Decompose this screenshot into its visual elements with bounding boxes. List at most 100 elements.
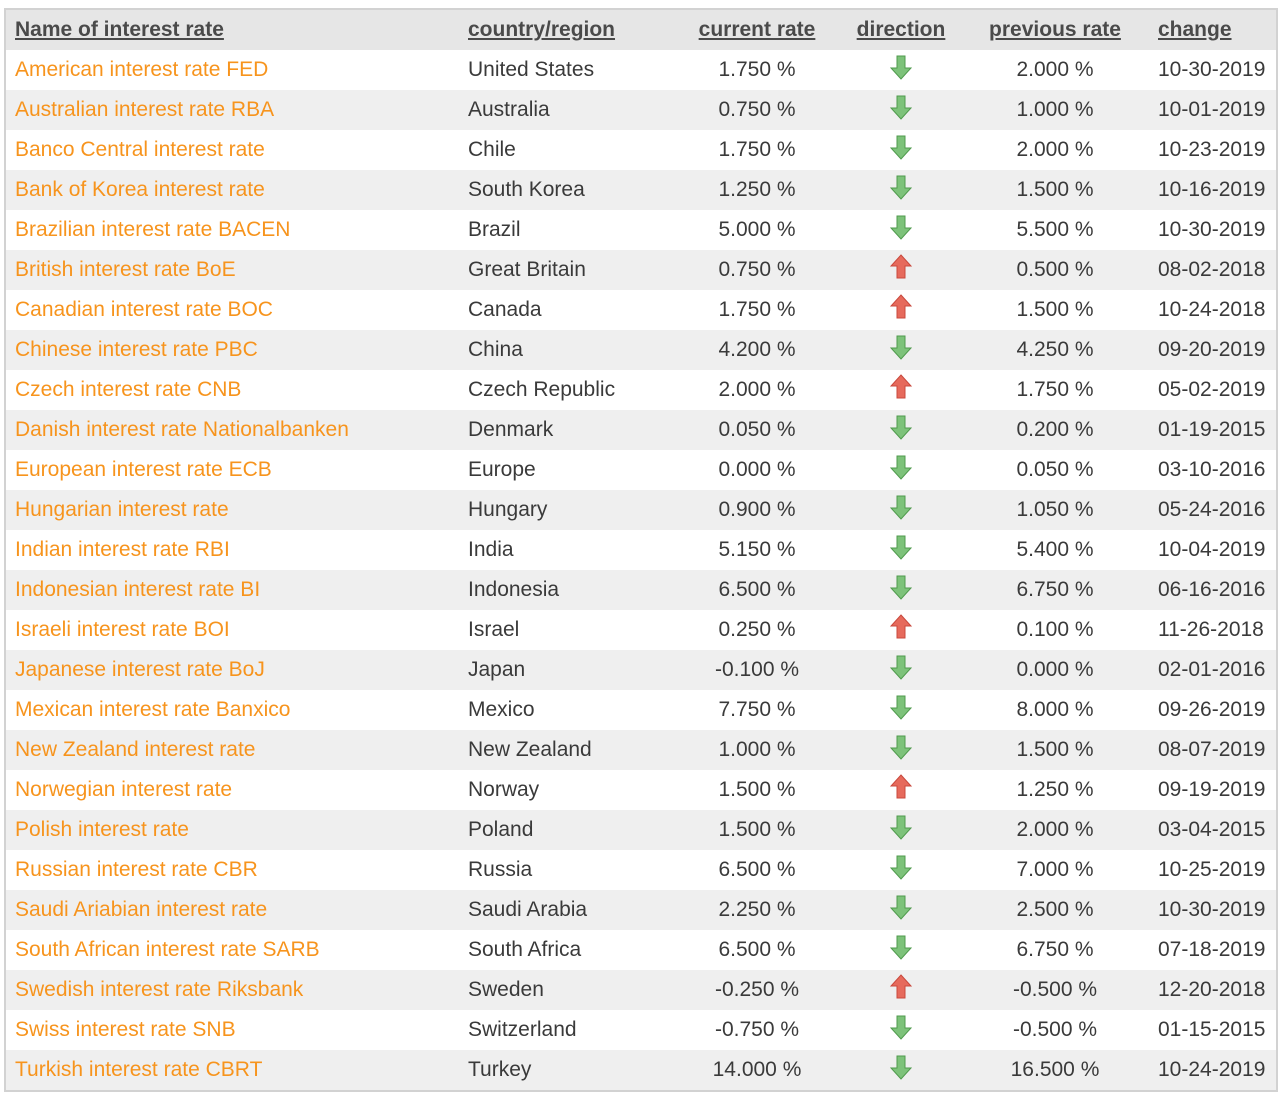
current-rate-cell: 5.000 % — [718, 218, 796, 241]
table-row: Brazilian interest rate BACEN Brazil 5.000… — [6, 210, 1276, 250]
table-row: Danish interest rate Nationalbanken Denma… — [6, 410, 1276, 450]
rate-name-link[interactable]: Swiss interest rate SNB — [15, 1018, 236, 1041]
sort-by-direction-header[interactable]: direction — [856, 18, 946, 41]
current-rate-cell: 6.500 % — [718, 858, 796, 881]
rate-name-cell: Bank of Korea interest rate — [6, 170, 459, 210]
previous-rate-cell: -0.500 % — [1012, 1018, 1098, 1041]
change-date-cell: 10-23-2019 — [1158, 138, 1266, 161]
previous-rate-cell: 4.250 % — [1016, 338, 1094, 361]
current-rate-cell: 0.750 % — [718, 258, 796, 281]
change-date-cell: 01-15-2015 — [1158, 1018, 1266, 1041]
change-date-cell: 05-24-2016 — [1158, 498, 1266, 521]
rate-name-cell: Indian interest rate RBI — [6, 530, 459, 570]
rate-name-link[interactable]: Chinese interest rate PBC — [15, 338, 258, 361]
change-date-cell: 05-02-2019 — [1158, 378, 1266, 401]
change-date-cell: 10-25-2019 — [1158, 858, 1266, 881]
arrow-down-icon — [889, 454, 913, 486]
rate-name-link[interactable]: Turkish interest rate CBRT — [15, 1058, 263, 1081]
country-cell: South Africa — [468, 938, 582, 961]
rate-name-cell: Brazilian interest rate BACEN — [6, 210, 459, 250]
country-cell: China — [468, 338, 523, 361]
country-cell: Switzerland — [468, 1018, 577, 1041]
change-date-cell: 02-01-2016 — [1158, 658, 1266, 681]
table-row: British interest rate BoE Great Britain 0.… — [6, 250, 1276, 290]
rate-name-link[interactable]: Mexican interest rate Banxico — [15, 698, 291, 721]
previous-rate-cell: 6.750 % — [1016, 938, 1094, 961]
rate-name-link[interactable]: Japanese interest rate BoJ — [15, 658, 265, 681]
current-rate-cell: 1.500 % — [718, 818, 796, 841]
direction-cell — [840, 530, 962, 570]
rate-name-link[interactable]: British interest rate BoE — [15, 258, 236, 281]
direction-cell — [840, 930, 962, 970]
table-row: European interest rate ECB Europe 0.000 % 0… — [6, 450, 1276, 490]
current-rate-cell: 6.500 % — [718, 578, 796, 601]
rate-name-link[interactable]: South African interest rate SARB — [15, 938, 320, 961]
current-rate-cell: 1.750 % — [718, 58, 796, 81]
rate-name-link[interactable]: Hungarian interest rate — [15, 498, 229, 521]
rate-name-cell: European interest rate ECB — [6, 450, 459, 490]
current-rate-cell: 1.000 % — [718, 738, 796, 761]
current-rate-cell: -0.750 % — [714, 1018, 800, 1041]
rate-name-link[interactable]: Brazilian interest rate BACEN — [15, 218, 291, 241]
rate-name-link[interactable]: Saudi Ariabian interest rate — [15, 898, 268, 921]
current-rate-cell: 5.150 % — [718, 538, 796, 561]
current-rate-cell: 7.750 % — [718, 698, 796, 721]
change-date-cell: 08-07-2019 — [1158, 738, 1266, 761]
rate-name-link[interactable]: New Zealand interest rate — [15, 738, 256, 761]
arrow-down-icon — [889, 1054, 913, 1086]
arrow-down-icon — [889, 94, 913, 126]
rate-name-link[interactable]: Bank of Korea interest rate — [15, 178, 265, 201]
sort-by-previous-rate-header[interactable]: previous rate — [989, 18, 1121, 41]
rate-name-link[interactable]: Australian interest rate RBA — [15, 98, 275, 121]
arrow-down-icon — [889, 574, 913, 606]
rate-name-cell: New Zealand interest rate — [6, 730, 459, 770]
current-rate-cell: 1.500 % — [718, 778, 796, 801]
rate-name-cell: Hungarian interest rate — [6, 490, 459, 530]
rate-name-link[interactable]: Norwegian interest rate — [15, 778, 233, 801]
arrow-down-icon — [889, 54, 913, 86]
previous-rate-cell: 1.000 % — [1016, 98, 1094, 121]
country-cell: Hungary — [468, 498, 548, 521]
rate-name-link[interactable]: Polish interest rate — [15, 818, 189, 841]
rate-name-link[interactable]: Canadian interest rate BOC — [15, 298, 273, 321]
rate-name-link[interactable]: Banco Central interest rate — [15, 138, 265, 161]
arrow-down-icon — [889, 814, 913, 846]
country-cell: Japan — [468, 658, 526, 681]
rate-name-link[interactable]: Indonesian interest rate BI — [15, 578, 261, 601]
change-date-cell: 11-26-2018 — [1158, 618, 1264, 641]
rate-name-link[interactable]: Israeli interest rate BOI — [15, 618, 230, 641]
table-body: American interest rate FED United States 1… — [6, 50, 1276, 1090]
arrow-down-icon — [889, 214, 913, 246]
table-row: Bank of Korea interest rate South Korea 1.… — [6, 170, 1276, 210]
sort-by-current-rate-header[interactable]: current rate — [698, 18, 816, 41]
rate-name-cell: Australian interest rate RBA — [6, 90, 459, 130]
rate-name-link[interactable]: European interest rate ECB — [15, 458, 272, 481]
sort-by-name-header[interactable]: Name of interest rate — [15, 18, 224, 41]
sort-by-country-header[interactable]: country/region — [468, 18, 616, 41]
current-rate-cell: 1.750 % — [718, 298, 796, 321]
table-row: Saudi Ariabian interest rate Saudi Arabia… — [6, 890, 1276, 930]
direction-cell — [840, 330, 962, 370]
country-cell: Sweden — [468, 978, 544, 1001]
arrow-down-icon — [889, 1014, 913, 1046]
country-cell: Turkey — [468, 1058, 532, 1081]
arrow-up-icon — [889, 254, 913, 286]
arrow-down-icon — [889, 654, 913, 686]
table-row: Chinese interest rate PBC China 4.200 % 4.2… — [6, 330, 1276, 370]
sort-by-change-header[interactable]: change — [1158, 18, 1232, 41]
rate-name-link[interactable]: Indian interest rate RBI — [15, 538, 230, 561]
arrow-down-icon — [889, 734, 913, 766]
rate-name-cell: Banco Central interest rate — [6, 130, 459, 170]
table-row: Indian interest rate RBI India 5.150 % 5.40… — [6, 530, 1276, 570]
rate-name-link[interactable]: American interest rate FED — [15, 58, 269, 81]
rate-name-link[interactable]: Swedish interest rate Riksbank — [15, 978, 304, 1001]
rate-name-link[interactable]: Danish interest rate Nationalbanken — [15, 418, 349, 441]
country-cell: Australia — [468, 98, 550, 121]
table-row: South African interest rate SARB South Af… — [6, 930, 1276, 970]
rate-name-link[interactable]: Czech interest rate CNB — [15, 378, 242, 401]
change-date-cell: 07-18-2019 — [1158, 938, 1266, 961]
rate-name-link[interactable]: Russian interest rate CBR — [15, 858, 258, 881]
rate-name-cell: Swedish interest rate Riksbank — [6, 970, 459, 1010]
arrow-up-icon — [889, 294, 913, 326]
change-date-cell: 10-24-2018 — [1158, 298, 1266, 321]
